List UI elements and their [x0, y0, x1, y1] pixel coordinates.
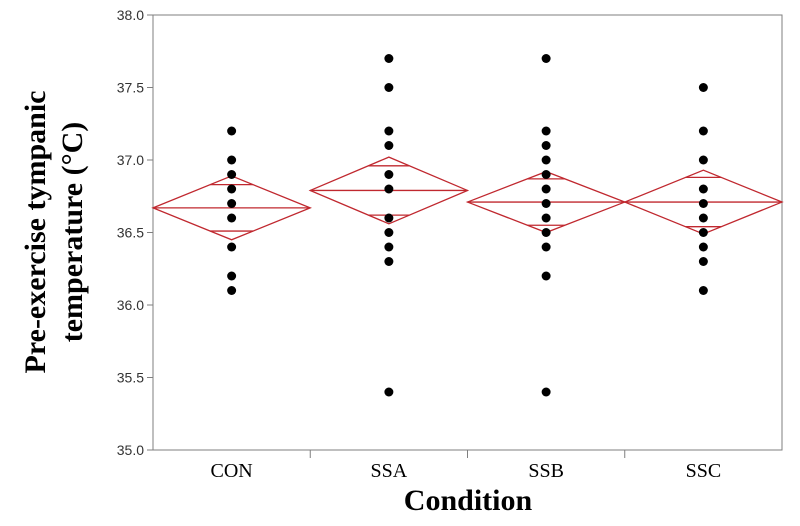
data-point-ssa [384, 257, 394, 266]
plot-area [152, 14, 783, 451]
data-point-ssc [698, 286, 708, 295]
data-point-ssa [384, 54, 394, 63]
y-tick-label: 35.5 [117, 370, 144, 386]
data-point-ssb [541, 228, 551, 237]
data-point-ssb [541, 199, 551, 208]
data-point-ssb [541, 242, 551, 252]
data-point-con [227, 199, 237, 208]
data-point-ssa [384, 184, 394, 194]
data-points [227, 54, 708, 397]
data-point-con [227, 213, 237, 223]
y-tick-label: 38.0 [117, 7, 144, 23]
data-point-ssc [698, 184, 708, 194]
means-diamonds [151, 156, 784, 241]
data-point-ssb [541, 387, 551, 397]
data-point-ssc [698, 83, 708, 92]
data-point-ssa [384, 242, 394, 252]
data-point-ssa [384, 170, 394, 179]
data-point-ssc [698, 199, 708, 208]
data-point-ssa [384, 126, 394, 136]
data-point-ssa [384, 141, 394, 150]
data-point-ssc [698, 257, 708, 266]
data-point-ssb [541, 126, 551, 136]
x-tick-label: SSC [686, 460, 722, 482]
data-point-ssb [541, 54, 551, 63]
data-point-ssb [541, 184, 551, 194]
y-axis-title-line-2: temperature (°C) [56, 122, 89, 343]
y-tick-label: 36.5 [117, 225, 144, 241]
data-point-con [227, 242, 237, 252]
x-tick-label: SSA [371, 460, 408, 482]
data-point-ssb [541, 170, 551, 179]
data-point-con [227, 184, 237, 194]
x-axis-title: Condition [404, 484, 533, 517]
data-point-ssc [698, 126, 708, 136]
x-tick-label: SSB [528, 460, 564, 482]
data-point-ssc [698, 155, 708, 165]
data-point-ssa [384, 387, 394, 397]
data-point-ssb [541, 141, 551, 150]
y-axis-title-line-1: Pre-exercise tympanic [19, 91, 52, 374]
data-point-ssc [698, 242, 708, 252]
data-point-con [227, 126, 237, 136]
x-tick-label: CON [211, 460, 253, 482]
y-tick-label: 36.0 [117, 297, 144, 313]
data-point-ssa [384, 83, 394, 92]
data-point-con [227, 155, 237, 165]
data-point-ssc [698, 213, 708, 223]
y-tick-label: 35.0 [117, 442, 144, 458]
data-point-con [227, 271, 237, 281]
data-point-ssa [384, 228, 394, 237]
y-tick-label: 37.5 [117, 80, 144, 96]
data-point-ssb [541, 213, 551, 223]
data-point-ssc [698, 228, 708, 237]
data-point-ssa [384, 213, 394, 223]
data-point-con [227, 286, 237, 295]
plot-frame [152, 14, 783, 451]
data-point-ssb [541, 155, 551, 165]
y-tick-label: 37.0 [117, 152, 144, 168]
x-axis: CON SSA SSB SSC [211, 450, 722, 482]
data-point-con [227, 170, 237, 179]
data-point-ssb [541, 271, 551, 281]
y-axis: 35.0 35.5 36.0 36.5 37.0 37.5 38.0 [117, 7, 153, 458]
